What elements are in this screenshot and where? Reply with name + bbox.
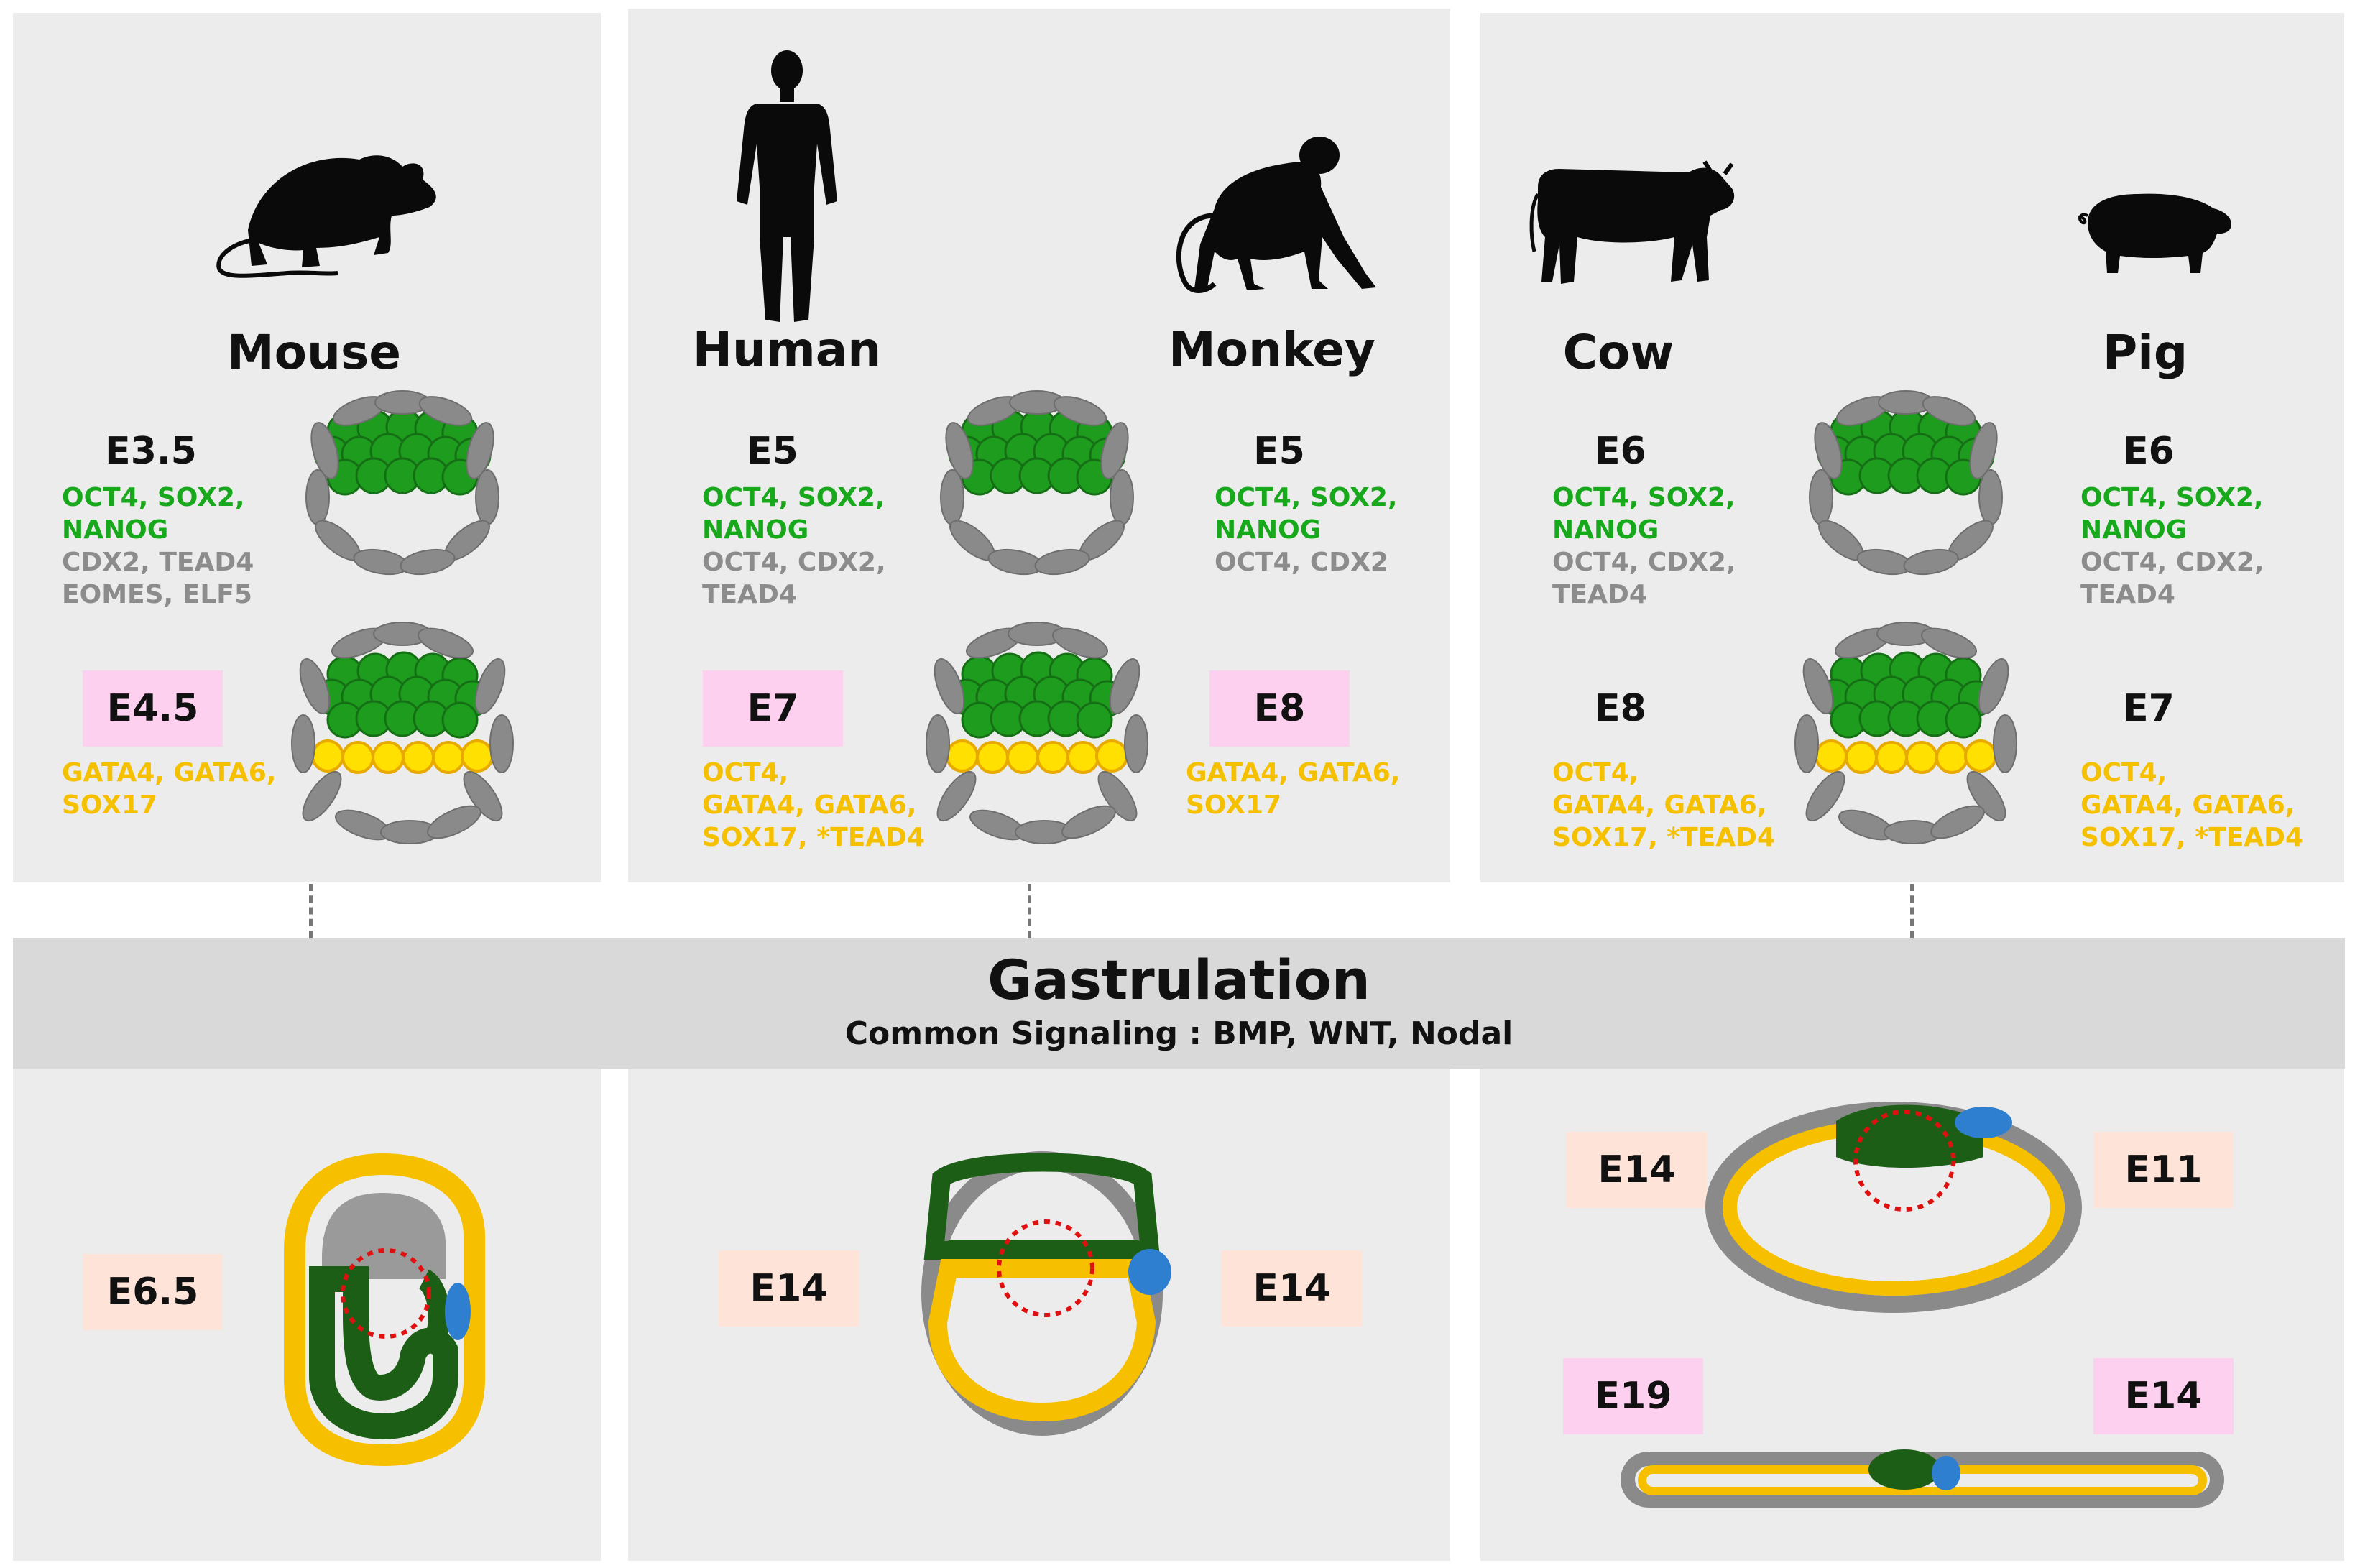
species-name-human: Human — [692, 322, 882, 377]
blastocyst-late — [1794, 622, 2017, 844]
pig-silhouette-icon — [2078, 193, 2231, 273]
monkey-stage2-genes: GATA4, GATA6, SOX17 — [1186, 757, 1400, 821]
gene-line: OCT4, CDX2, — [702, 548, 886, 577]
gene-line: SOX17, *TEAD4 — [702, 823, 926, 852]
blastocyst-early — [305, 390, 499, 576]
cow-stage1: E6 — [1595, 430, 1646, 473]
gene-line: TEAD4 — [2080, 580, 2175, 609]
cow-stage1-genes: OCT4, SOX2, NANOG OCT4, CDX2, TEAD4 — [1552, 481, 1736, 611]
primate-connector — [1028, 884, 1031, 938]
gene-line: SOX17 — [1186, 790, 1282, 820]
blastocyst-early — [940, 390, 1134, 576]
gene-line: GATA4, GATA6, — [1552, 790, 1767, 820]
monkey-stage2: E8 — [1209, 670, 1350, 747]
ungulate-elongated-conceptus — [1621, 1449, 2224, 1508]
gene-line: NANOG — [702, 515, 809, 545]
pig-stage1-genes: OCT4, SOX2, NANOG OCT4, CDX2, TEAD4 — [2080, 481, 2264, 611]
cow-silhouette-icon — [1529, 160, 1735, 284]
blastocyst-late — [926, 622, 1148, 844]
gene-line: SOX17 — [62, 790, 158, 820]
pig-gastrulation-stage-a: E11 — [2093, 1132, 2234, 1208]
gene-line: GATA4, GATA6, — [2080, 790, 2295, 820]
gene-line: OCT4, CDX2, — [1552, 548, 1736, 577]
human-stage2: E7 — [703, 670, 843, 747]
pig-gastrulation-stage-b: E14 — [2093, 1358, 2234, 1434]
monkey-stage1: E5 — [1253, 430, 1305, 473]
gene-line: OCT4, CDX2 — [1215, 548, 1388, 577]
pig-stage2: E7 — [2123, 687, 2175, 730]
species-name-monkey: Monkey — [1169, 322, 1375, 377]
gastrulation-band: Gastrulation Common Signaling : BMP, WNT… — [13, 938, 2345, 1069]
human-stage2-genes: OCT4, GATA4, GATA6, SOX17, *TEAD4 — [702, 757, 925, 854]
gene-line: TEAD4 — [702, 580, 797, 609]
species-name-mouse: Mouse — [226, 325, 402, 380]
pig-stage1: E6 — [2123, 430, 2175, 473]
gene-line: TEAD4 — [1552, 580, 1647, 609]
gene-line: EOMES, ELF5 — [62, 580, 252, 609]
primate-gastrula — [921, 1151, 1171, 1436]
species-name-cow: Cow — [1562, 325, 1674, 380]
gene-line: NANOG — [1215, 515, 1322, 545]
cow-gastrulation-stage-a: E14 — [1567, 1132, 1707, 1208]
gene-line: OCT4, SOX2, — [702, 483, 885, 512]
mouse-gastrulation-stage: E6.5 — [83, 1254, 223, 1330]
cow-stage2-genes: OCT4, GATA4, GATA6, SOX17, *TEAD4 — [1552, 757, 1775, 854]
cow-stage2: E8 — [1595, 687, 1646, 730]
gene-line: OCT4, — [1552, 758, 1639, 788]
gene-line: CDX2, TEAD4 — [62, 548, 254, 577]
pig-stage2-genes: OCT4, GATA4, GATA6, SOX17, *TEAD4 — [2080, 757, 2303, 854]
gene-line: OCT4, SOX2, — [62, 483, 245, 512]
gene-line: OCT4, — [702, 758, 789, 788]
gene-line: GATA4, GATA6, — [1186, 758, 1401, 788]
monkey-stage1-genes: OCT4, SOX2, NANOG OCT4, CDX2 — [1215, 481, 1398, 578]
mouse-stage2-genes: GATA4, GATA6, SOX17 — [62, 757, 276, 821]
monkey-gastrulation-stage: E14 — [1222, 1250, 1362, 1327]
species-name-pig: Pig — [2102, 325, 2188, 380]
human-gastrulation-stage: E14 — [719, 1250, 859, 1327]
gene-line: NANOG — [2080, 515, 2188, 545]
human-silhouette-icon — [737, 50, 837, 322]
mouse-stage1-genes: OCT4, SOX2, NANOG CDX2, TEAD4 EOMES, ELF… — [62, 481, 254, 611]
gastrulation-title: Gastrulation — [987, 948, 1370, 1012]
human-stage1-genes: OCT4, SOX2, NANOG OCT4, CDX2, TEAD4 — [702, 481, 886, 611]
mouse-egg-cylinder — [284, 1153, 485, 1467]
mouse-silhouette-icon — [216, 155, 436, 278]
monkey-silhouette-icon — [1176, 137, 1376, 293]
human-stage1: E5 — [747, 430, 798, 473]
mouse-connector — [309, 884, 313, 938]
cow-gastrulation-stage-b: E19 — [1563, 1358, 1703, 1434]
gene-line: OCT4, — [2080, 758, 2167, 788]
ungulate-connector — [1910, 884, 1914, 938]
gene-line: NANOG — [1552, 515, 1659, 545]
blastocyst-late — [291, 622, 514, 844]
gene-line: SOX17, *TEAD4 — [1552, 823, 1776, 852]
mouse-stage2: E4.5 — [83, 670, 223, 747]
common-signaling: Common Signaling : BMP, WNT, Nodal — [844, 1015, 1513, 1052]
gene-line: OCT4, SOX2, — [1552, 483, 1736, 512]
ungulate-early-gastrula — [1705, 1102, 2082, 1313]
gene-line: GATA4, GATA6, — [702, 790, 917, 820]
gene-line: OCT4, SOX2, — [2080, 483, 2264, 512]
gene-line: SOX17, *TEAD4 — [2080, 823, 2304, 852]
gene-line: GATA4, GATA6, — [62, 758, 277, 788]
gene-line: OCT4, SOX2, — [1215, 483, 1398, 512]
blastocyst-early — [1809, 390, 2003, 576]
mouse-stage1: E3.5 — [105, 430, 197, 473]
gene-line: NANOG — [62, 515, 169, 545]
gene-line: OCT4, CDX2, — [2080, 548, 2264, 577]
